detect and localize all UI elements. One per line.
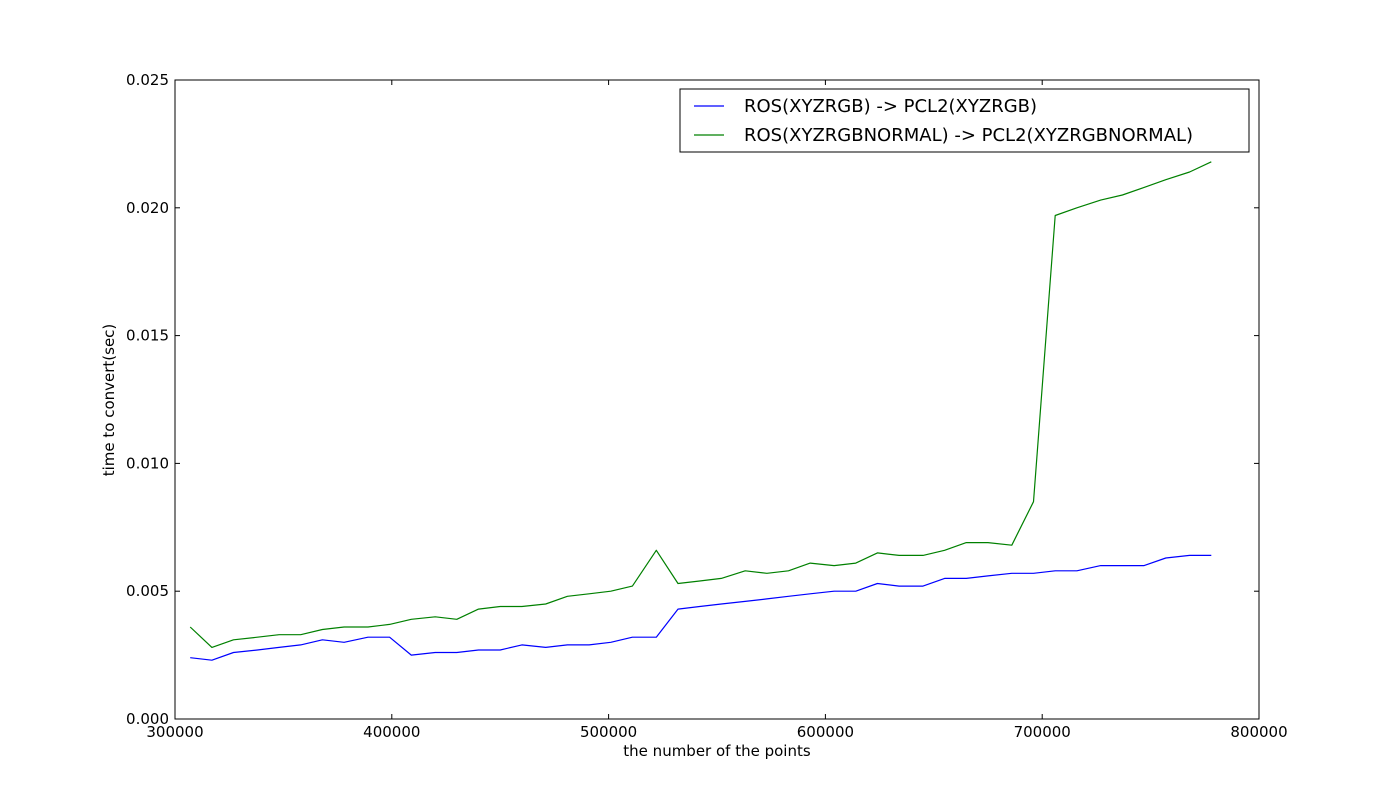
x-tick-label: 500000 xyxy=(580,723,637,741)
x-axis: 300000 400000 500000 600000 700000 800000 xyxy=(146,80,1288,741)
series-group xyxy=(189,161,1212,661)
plot-area xyxy=(174,79,1260,720)
x-tick-label: 300000 xyxy=(146,723,203,741)
y-tick-label: 0.000 xyxy=(126,710,169,728)
y-tick-label: 0.005 xyxy=(126,582,169,600)
x-tick-label: 800000 xyxy=(1230,723,1287,741)
legend-box xyxy=(679,88,1250,153)
y-tick-label: 0.025 xyxy=(126,71,169,89)
legend: ROS(XYZRGB) -> PCL2(XYZRGB) ROS(XYZRGBNO… xyxy=(679,88,1250,153)
x-tick-label: 700000 xyxy=(1014,723,1071,741)
y-tick-label: 0.020 xyxy=(126,199,169,217)
x-tick-label: 600000 xyxy=(797,723,854,741)
plot-frame xyxy=(174,79,1260,720)
y-tick-label: 0.010 xyxy=(126,454,169,472)
legend-label-series-2: ROS(XYZRGBNORMAL) -> PCL2(XYZRGBNORMAL) xyxy=(744,125,1193,146)
x-axis-title: the number of the points xyxy=(623,742,811,760)
legend-label-series-1: ROS(XYZRGB) -> PCL2(XYZRGB) xyxy=(744,96,1037,117)
y-axis: 0.000 0.005 0.010 0.015 0.020 0.025 xyxy=(126,71,1259,728)
x-tick-label: 400000 xyxy=(363,723,420,741)
y-tick-label: 0.015 xyxy=(126,327,169,345)
series-line-1 xyxy=(190,554,1212,661)
y-axis-title: time to convert(sec) xyxy=(100,324,118,477)
series-line-2 xyxy=(189,161,1212,649)
